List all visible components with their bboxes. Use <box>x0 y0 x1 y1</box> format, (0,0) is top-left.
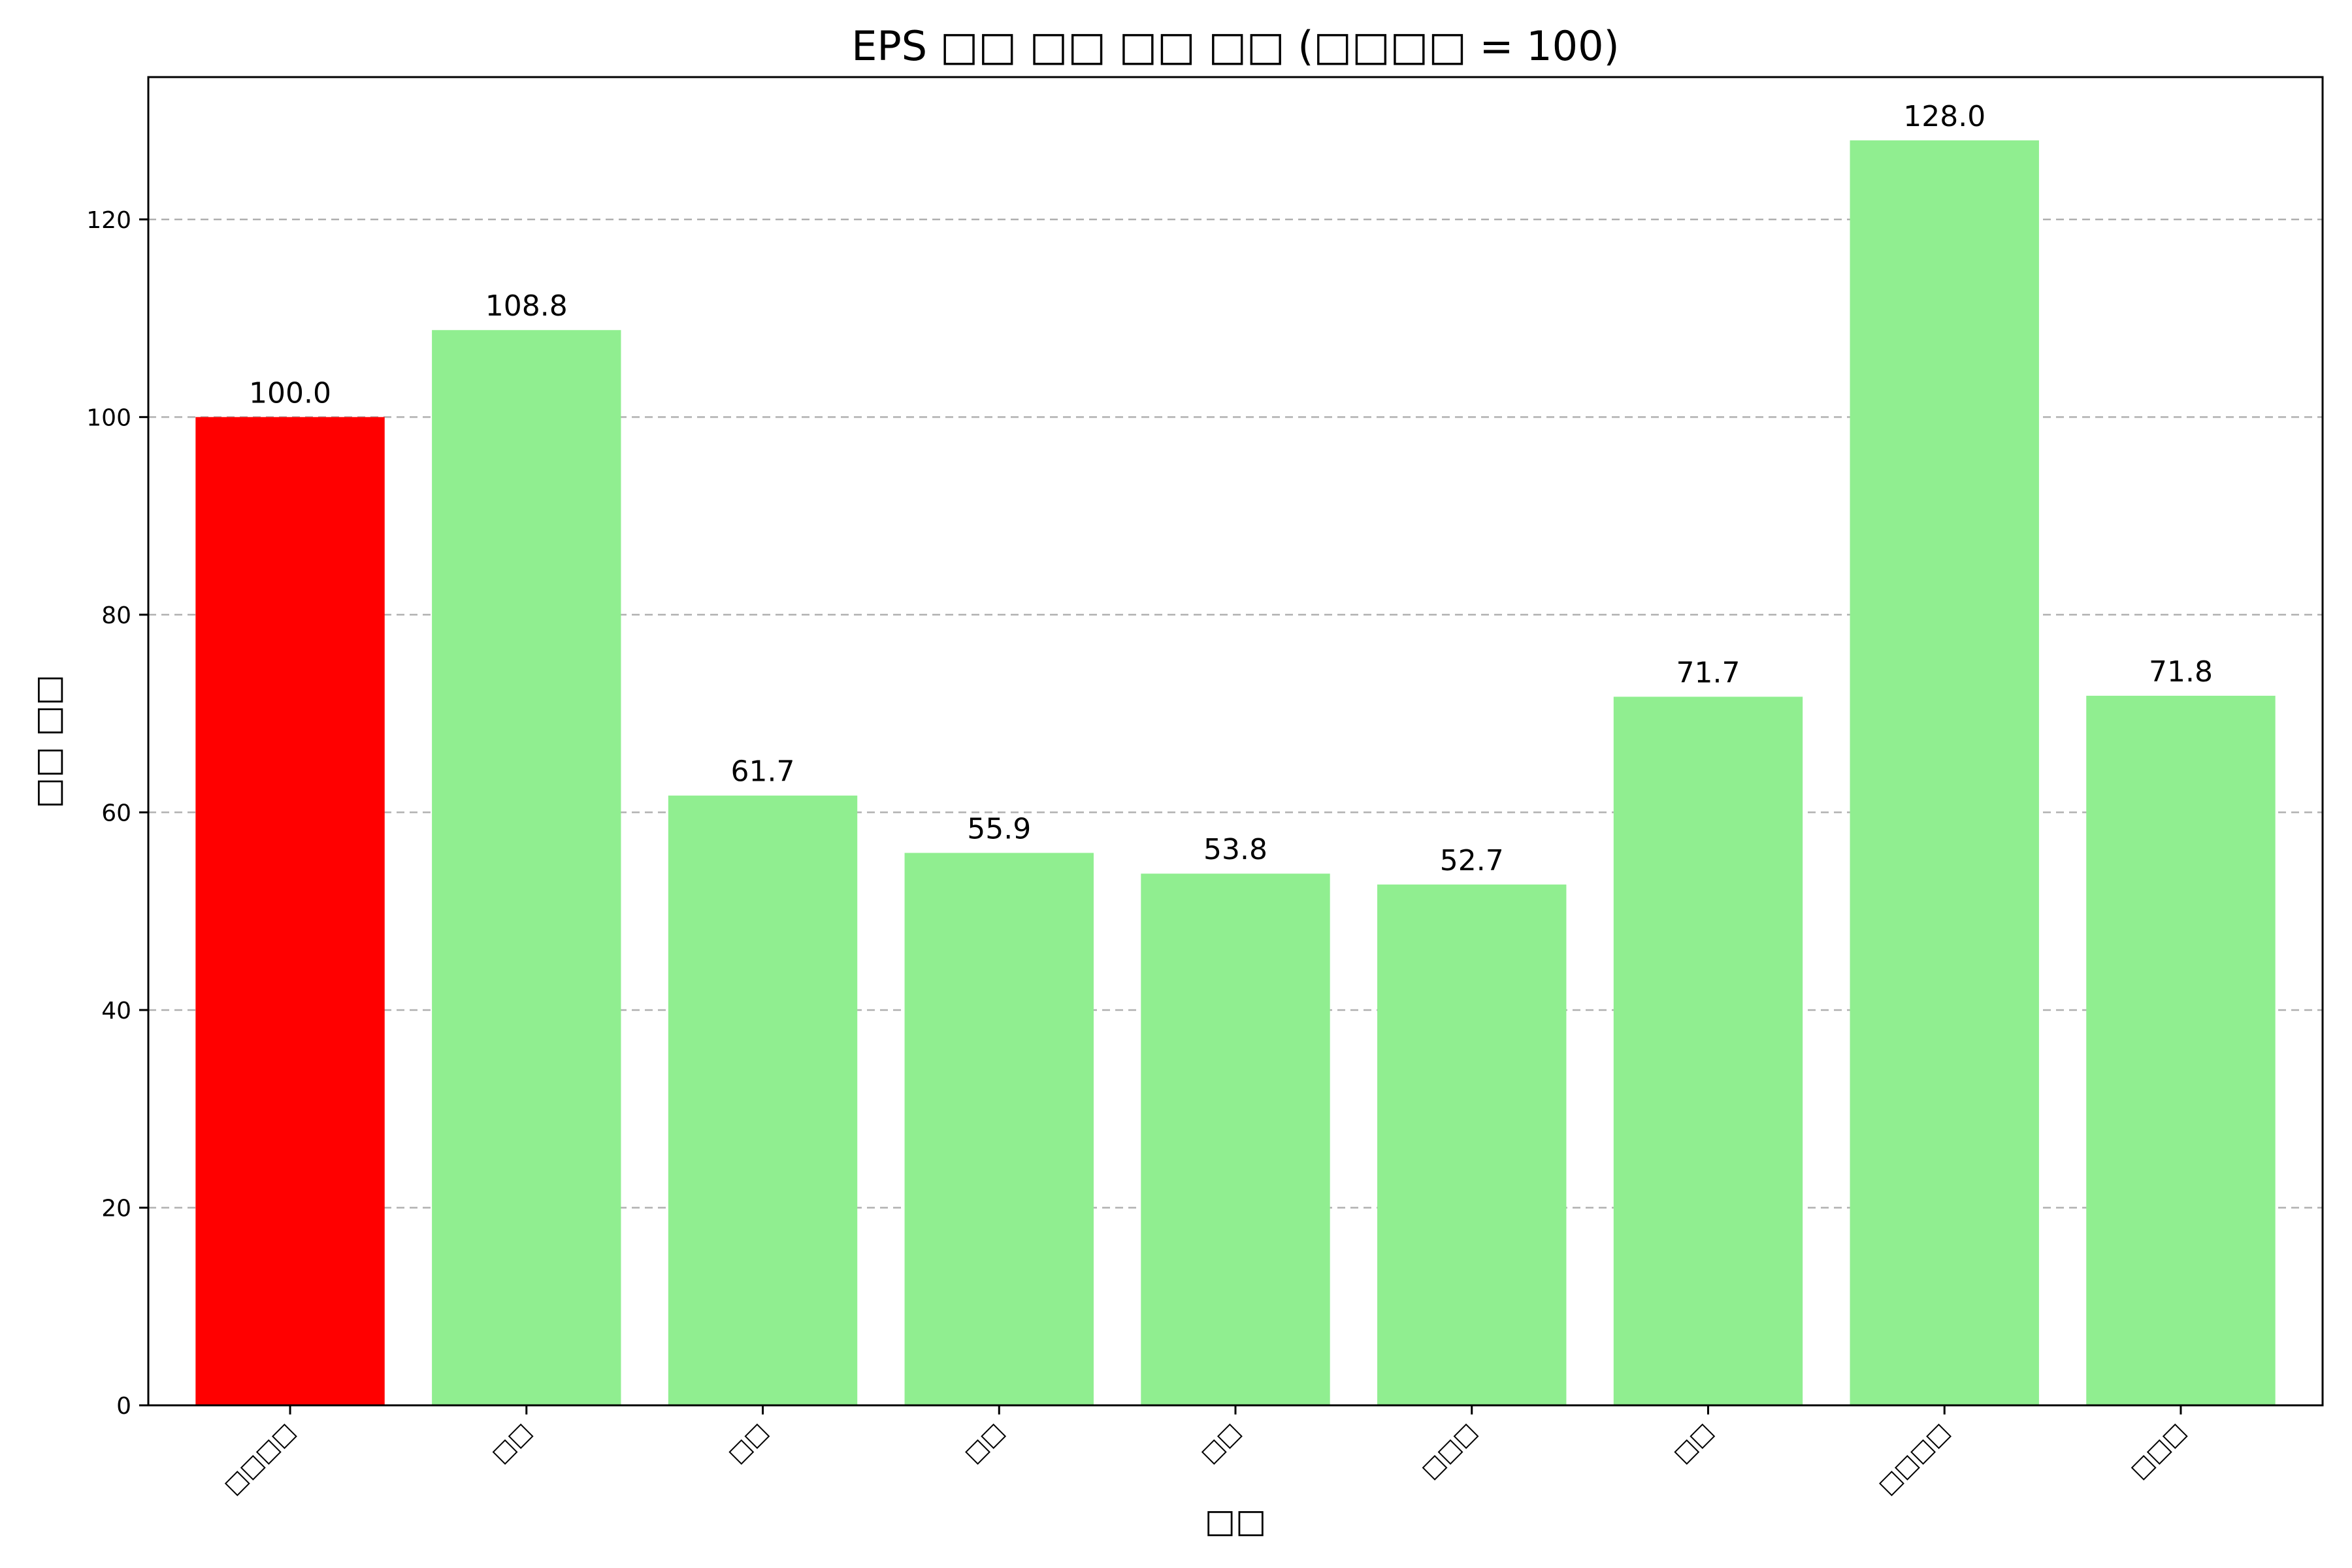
bar-value-label: 108.8 <box>485 289 568 323</box>
y-tick-label: 40 <box>101 998 131 1024</box>
bar <box>195 417 385 1405</box>
bar <box>1377 884 1567 1405</box>
bar-value-label: 71.8 <box>2149 655 2213 689</box>
y-axis-ticks: 0 20 40 60 80 100 120 <box>86 207 148 1420</box>
y-tick-label: 100 <box>86 404 131 431</box>
bar-value-label: 53.8 <box>1203 833 1267 866</box>
bar-value-label: 100.0 <box>249 376 331 410</box>
bar <box>432 330 621 1406</box>
bar-value-label: 55.9 <box>967 812 1031 845</box>
y-tick-label: 20 <box>101 1195 131 1222</box>
y-tick-label: 80 <box>101 602 131 629</box>
bar-value-label: 61.7 <box>731 755 795 789</box>
bar <box>1850 140 2039 1405</box>
y-tick-label: 120 <box>86 207 131 234</box>
bar-value-label: 71.7 <box>1676 656 1740 689</box>
bar <box>1613 696 1803 1405</box>
bar <box>668 795 858 1405</box>
bar-value-label: 52.7 <box>1440 844 1504 877</box>
bar-value-label: 128.0 <box>1903 100 1985 133</box>
y-tick-label: 0 <box>116 1393 131 1420</box>
y-tick-label: 60 <box>101 800 131 826</box>
bar <box>2086 695 2276 1405</box>
bar-layer <box>195 140 2276 1406</box>
value-labels: 100.0 108.8 61.7 55.9 53.8 52.7 71.7 128.0 71.8 <box>249 100 2213 877</box>
x-axis-label: □□ <box>1205 1502 1266 1540</box>
chart-title: EPS □□ □□ □□ □□ (□□□□ = 100) <box>851 22 1620 70</box>
bar <box>904 853 1094 1405</box>
bar <box>1141 874 1330 1405</box>
y-axis-label: □□ □□ <box>29 675 67 809</box>
